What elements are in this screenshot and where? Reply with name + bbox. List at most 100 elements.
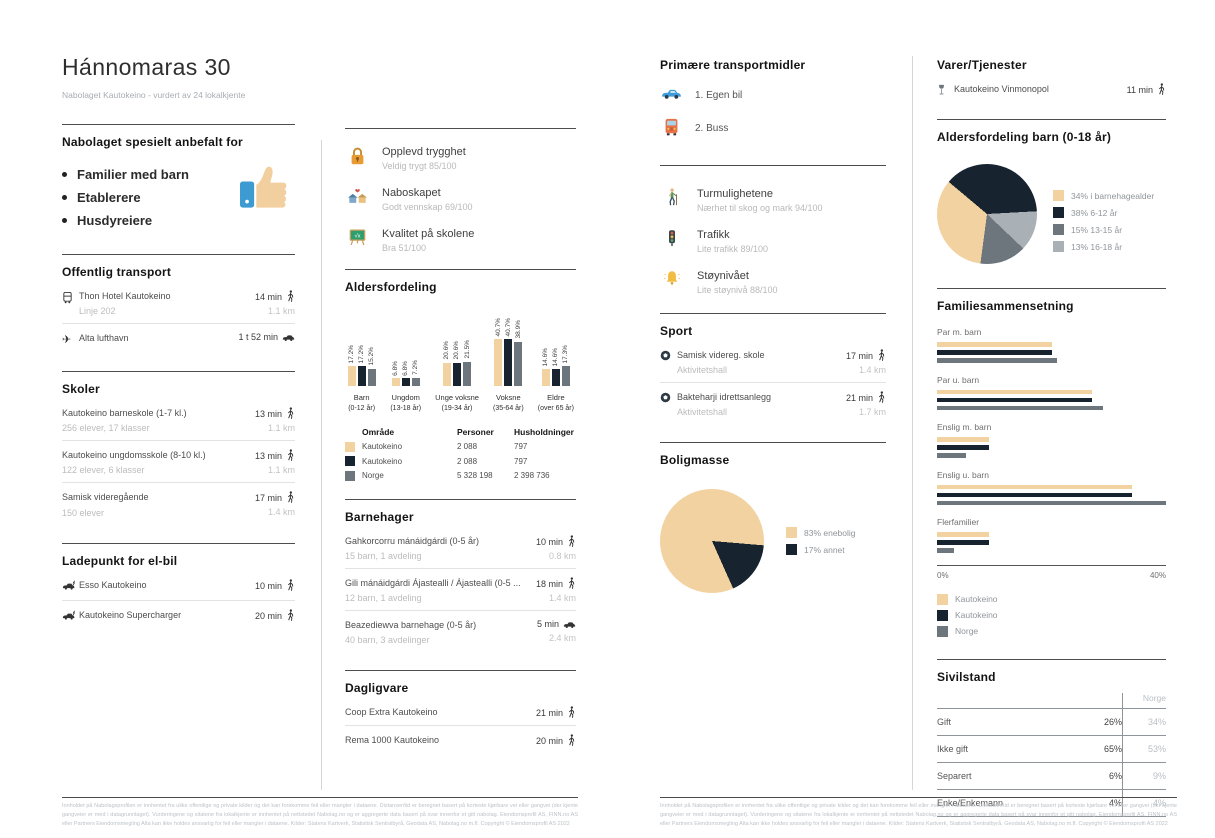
legend-swatch [937, 593, 948, 605]
legend-swatch [786, 544, 797, 556]
soccer-icon [660, 350, 677, 363]
legend-label: Norge [955, 626, 979, 636]
section-civil-status: Sivilstand Norge Gift 26% 34% Ikke gift … [937, 658, 1166, 817]
column-divider [321, 140, 322, 790]
kindergarten-row: Beazediewva barnehage (0-5 år) 40 barn, … [345, 610, 576, 652]
category-label: Unge voksne [435, 393, 479, 403]
bar-value-label: 40.7% [494, 318, 502, 337]
bullet-icon [62, 195, 67, 200]
category-label: Enslig m. barn [937, 422, 992, 432]
ev-row: Esso Kautokeino 10 min [62, 571, 295, 600]
bell-icon [660, 270, 684, 291]
school-quality-icon: √x [345, 228, 369, 251]
section-environment: Turmulighetene Nærhet til skog og mark 9… [660, 165, 886, 295]
legend-label: 83% enebolig [804, 527, 856, 538]
bar-value-label: 14.6% [542, 348, 550, 367]
walker-icon [567, 734, 576, 746]
family-bar-group: Enslig u. barn [937, 470, 1166, 505]
section-housing: Boligmasse 83% enebolig 17% annet [660, 442, 886, 594]
table-header-row: Norge [937, 692, 1166, 708]
bar [937, 453, 966, 458]
legend-swatch [937, 625, 948, 637]
bar [391, 378, 400, 387]
bar [541, 369, 550, 387]
legend-swatch [1053, 241, 1064, 252]
category-label: Ungdom [391, 393, 420, 403]
bar [514, 341, 523, 387]
table-row: Ikke gift 65% 53% [937, 734, 1166, 762]
legend-label: Kautokeino [955, 610, 998, 620]
ev-charger-icon [62, 610, 79, 623]
sport-row: Samisk videreg. skole Aktivitetshall 17 … [660, 341, 886, 382]
soccer-icon [660, 392, 677, 405]
transport-row: ✈ Alta lufthavn 1 t 52 min [62, 323, 295, 353]
legend-swatch [786, 527, 797, 539]
age-distribution-chart: 17.2% 17.2% 15.2% Barn (0-12 år) 6.8% 6.8% 7.2%… [345, 318, 576, 412]
bar [937, 548, 955, 553]
section-age-distribution: Aldersfordeling 17.2% 17.2% 15.2% Barn (0-12… [345, 269, 576, 481]
legend-label: 17% annet [804, 544, 845, 555]
bar [937, 389, 1092, 394]
bullet-icon [62, 172, 67, 177]
school-row: Kautokeino ungdomsskole (8-10 kl.) 122 e… [62, 440, 295, 482]
walker-icon [286, 579, 295, 591]
school-row: Kautokeino barneskole (1-7 kl.) 256 elev… [62, 408, 295, 434]
recommended-list: Familier med barn Etablerere Husdyreiere [62, 159, 237, 236]
column-divider [912, 56, 913, 790]
section-sport: Sport Samisk videreg. skole Aktivitetsha… [660, 313, 886, 424]
age-bar-group: 6.8% 6.8% 7.2% Ungdom (13-18 år) [390, 360, 421, 412]
legend-swatch [1053, 207, 1064, 218]
ev-charger-icon [62, 580, 79, 593]
section-children-age: Aldersfordeling barn (0-18 år) 34% i bar… [937, 119, 1166, 264]
category-sublabel: (19-34 år) [441, 405, 473, 413]
bar [504, 339, 513, 387]
family-bar-group: Enslig m. barn [937, 422, 1166, 458]
bar [551, 369, 560, 387]
walker-icon [1157, 83, 1166, 95]
bar-value-label: 6.8% [402, 360, 410, 376]
column-4: Varer/Tjenester Kautokeino Vinmonopol 11… [937, 58, 1166, 817]
legend-label: Kautokeino [955, 594, 998, 604]
footer-disclaimer: Innholdet på Nabolagsprofilen er innhent… [62, 797, 578, 829]
car-icon [563, 620, 576, 629]
table-row: Kautokeino 2 088 797 [345, 456, 576, 467]
table-row: Separert 6% 9% [937, 761, 1166, 789]
column-3: Primære transportmidler 1. Egen bil 2. B… [660, 58, 886, 594]
rating-item: √x Kvalitet på skolene Bra 51/100 [345, 228, 576, 253]
car-icon [282, 333, 295, 342]
bar [357, 366, 366, 387]
legend-label: 34% i barnehagealder [1071, 190, 1155, 201]
section-transport-modes: Primære transportmidler 1. Egen bil 2. B… [660, 58, 886, 139]
axis-label-min: 0% [937, 570, 949, 580]
sport-row: Bakteharji idrettsanlegg Aktivitetshall … [660, 382, 886, 424]
section-groceries: Dagligvare Coop Extra Kautokeino 21 min … [345, 670, 576, 753]
bar [494, 339, 503, 387]
legend-label: 38% 6-12 år [1071, 207, 1118, 218]
section-ev-charging: Ladepunkt for el-bil Esso Kautokeino 10 … [62, 542, 295, 630]
bus-icon [62, 291, 79, 306]
transport-row: Thon Hotel Kautokeino Linje 202 14 min 1… [62, 282, 295, 323]
rating-item: Opplevd trygghet Veldig trygt 85/100 [345, 146, 576, 171]
section-ratings: Opplevd trygghet Veldig trygt 85/100 Nab… [345, 128, 576, 253]
goods-row: Kautokeino Vinmonopol 11 min [937, 75, 1166, 105]
environment-item: Støynivået Lite støynivå 88/100 [660, 270, 886, 295]
legend-item: 83% enebolig [786, 527, 856, 539]
walker-icon [286, 491, 295, 503]
section-public-transport: Offentlig transport Thon Hotel Kautokein… [62, 254, 295, 353]
legend-item: 38% 6-12 år [1053, 207, 1154, 218]
bar [463, 361, 472, 387]
rating-item: Naboskapet Godt vennskap 69/100 [345, 187, 576, 212]
bar [347, 366, 356, 387]
bar [937, 492, 1132, 497]
legend-swatch [1053, 190, 1064, 201]
section-kindergartens: Barnehager Gahkorcorru mánáidgárdi (0-5 … [345, 498, 576, 652]
category-sublabel: (35-64 år) [492, 405, 524, 413]
category-label: Par u. barn [937, 374, 980, 385]
section-recommended: Nabolaget spesielt anbefalt for Familier… [62, 124, 295, 236]
bar [937, 350, 1052, 355]
category-label: Voksne [496, 393, 521, 403]
environment-item: Turmulighetene Nærhet til skog og mark 9… [660, 188, 886, 213]
legend-swatch [937, 609, 948, 621]
bar-value-label: 14.6% [552, 348, 560, 367]
legend-swatch [345, 470, 355, 481]
